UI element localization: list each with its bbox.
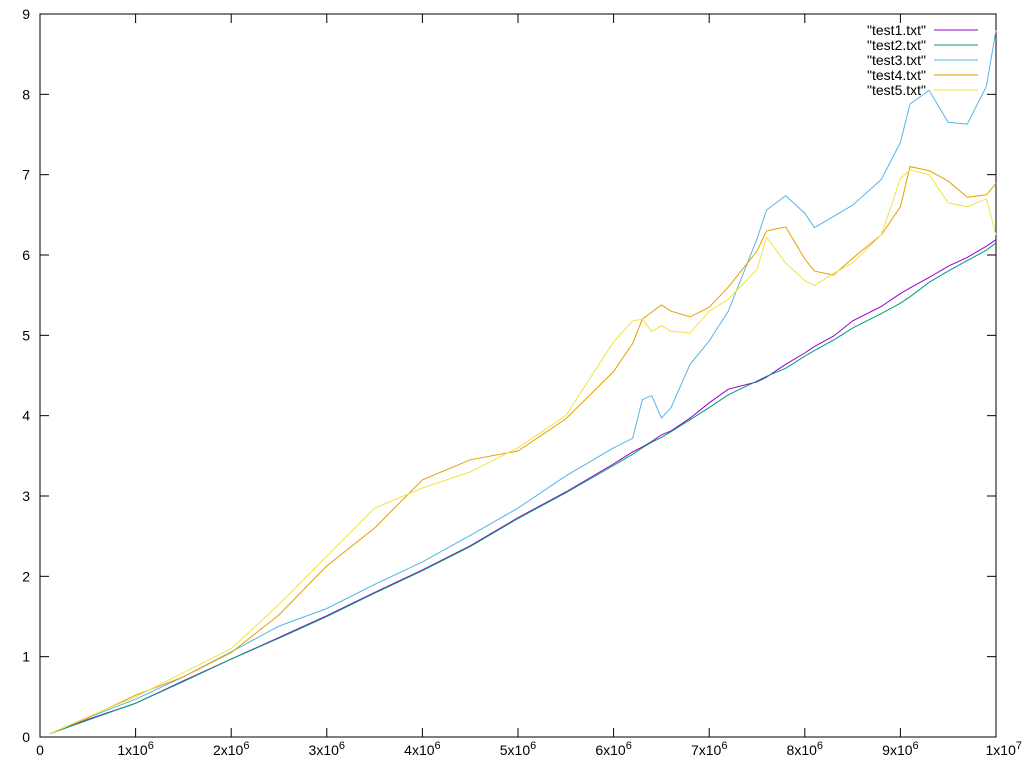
y-tick-label: 6	[22, 247, 30, 263]
y-tick-label: 7	[22, 167, 30, 183]
y-tick-label: 0	[22, 729, 30, 745]
x-tick-base: 1x10	[117, 742, 148, 758]
x-tick-exponent: 6	[339, 740, 345, 752]
x-tick-base: 9x10	[882, 742, 913, 758]
y-tick-label: 5	[22, 327, 30, 343]
x-tick-label: 6x106	[595, 740, 631, 758]
x-tick-exponent: 6	[626, 740, 632, 752]
y-tick-label: 8	[22, 86, 30, 102]
x-tick-label: 2x106	[213, 740, 249, 758]
x-tick-base: 7x10	[691, 742, 722, 758]
y-tick-label: 3	[22, 488, 30, 504]
x-tick-exponent: 6	[817, 740, 823, 752]
x-tick-exponent: 6	[243, 740, 249, 752]
x-tick-label: 1x107	[986, 740, 1022, 758]
x-tick-exponent: 6	[148, 740, 154, 752]
x-tick-label: 8x106	[787, 740, 823, 758]
series-line-3	[49, 30, 997, 735]
x-tick-exponent: 6	[530, 740, 536, 752]
x-tick-exponent: 6	[913, 740, 919, 752]
legend-label: "test5.txt"	[867, 82, 926, 98]
series-line-5	[49, 169, 997, 735]
x-tick-exponent: 6	[721, 740, 727, 752]
axis-frame	[39, 13, 997, 738]
legend: "test1.txt""test2.txt""test3.txt""test4.…	[867, 22, 978, 98]
x-tick-label: 5x106	[500, 740, 536, 758]
legend-label: "test3.txt"	[867, 52, 926, 68]
x-tick-base: 3x10	[309, 742, 340, 758]
legend-label: "test4.txt"	[867, 67, 926, 83]
x-axis: 0 1x106 2x106 3x106 4x106 5x106 6x106 7x106 8x10…	[36, 14, 1022, 758]
x-tick-label: 1x106	[117, 740, 153, 758]
y-tick-label: 4	[22, 408, 30, 424]
y-tick-label: 1	[22, 649, 30, 665]
y-tick-label: 2	[22, 568, 30, 584]
y-tick-label: 9	[22, 6, 30, 22]
series-line-2	[49, 242, 997, 735]
x-tick-label: 0	[36, 742, 44, 758]
series-lines	[49, 30, 997, 735]
x-tick-exponent: 7	[1016, 740, 1022, 752]
legend-label: "test2.txt"	[867, 37, 926, 53]
x-tick-label: 3x106	[309, 740, 345, 758]
x-tick-base: 1x10	[986, 742, 1017, 758]
x-tick-base: 0	[36, 742, 44, 758]
x-tick-base: 2x10	[213, 742, 244, 758]
series-line-4	[49, 166, 997, 735]
series-line-1	[49, 239, 997, 735]
x-tick-label: 9x106	[882, 740, 918, 758]
legend-label: "test1.txt"	[867, 22, 926, 38]
y-axis: 0 1 2 3 4 5 6 7 8 9	[22, 6, 996, 745]
x-tick-base: 5x10	[500, 742, 531, 758]
x-tick-base: 8x10	[787, 742, 818, 758]
x-tick-base: 4x10	[404, 742, 435, 758]
x-tick-label: 7x106	[691, 740, 727, 758]
x-tick-exponent: 6	[435, 740, 441, 752]
x-tick-label: 4x106	[404, 740, 440, 758]
x-tick-base: 6x10	[595, 742, 626, 758]
